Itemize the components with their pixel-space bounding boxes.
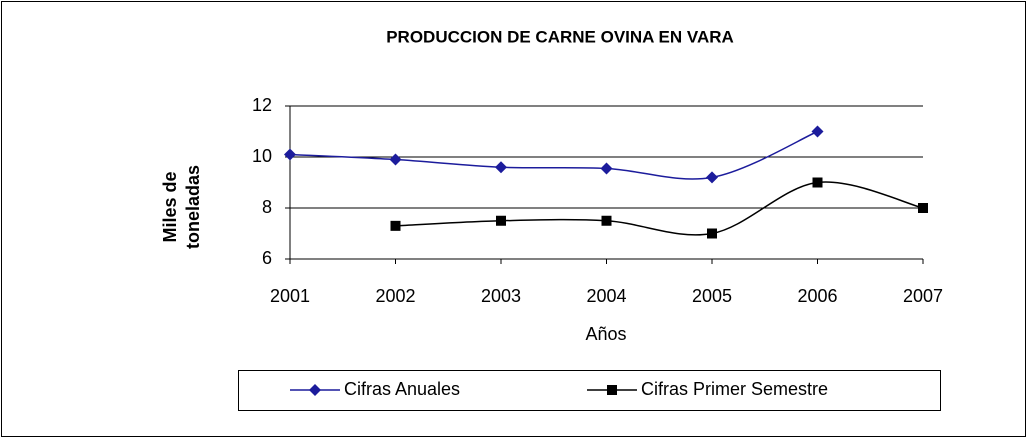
y-axis-label-line: Miles de: [160, 171, 180, 242]
x-tick-label: 2004: [586, 286, 626, 306]
marker: [918, 203, 928, 213]
marker: [389, 153, 402, 166]
x-tick-label: 2007: [903, 286, 943, 306]
x-axis-label: Años: [585, 324, 626, 344]
chart-title: PRODUCCION DE CARNE OVINA EN VARA: [386, 27, 734, 46]
legend-label: Cifras Anuales: [344, 379, 460, 399]
x-tick-label: 2001: [270, 286, 310, 306]
y-axis-label: Miles de toneladas: [160, 165, 203, 249]
marker: [706, 171, 718, 184]
y-axis-label-line: toneladas: [183, 165, 203, 249]
marker: [707, 228, 717, 239]
series-line: [289, 130, 818, 180]
marker: [496, 215, 506, 226]
x-tick-label: 2005: [692, 286, 732, 306]
y-tick-label: 12: [252, 95, 272, 115]
marker: [309, 384, 321, 396]
marker: [601, 215, 612, 226]
y-tick-label: 6: [262, 248, 272, 268]
legend-label: Cifras Primer Semestre: [641, 379, 828, 399]
y-tick-label: 8: [262, 197, 272, 217]
y-tick-label: 10: [252, 146, 272, 166]
x-tick-label: 2006: [797, 286, 837, 306]
marker: [600, 162, 613, 175]
marker: [284, 148, 296, 161]
marker: [390, 220, 401, 231]
marker: [607, 385, 617, 395]
marker: [811, 125, 824, 138]
x-tick-label: 2003: [481, 286, 521, 306]
marker: [495, 161, 507, 174]
marker: [812, 177, 823, 188]
x-tick-label: 2002: [375, 286, 415, 306]
series-line: [395, 181, 924, 236]
